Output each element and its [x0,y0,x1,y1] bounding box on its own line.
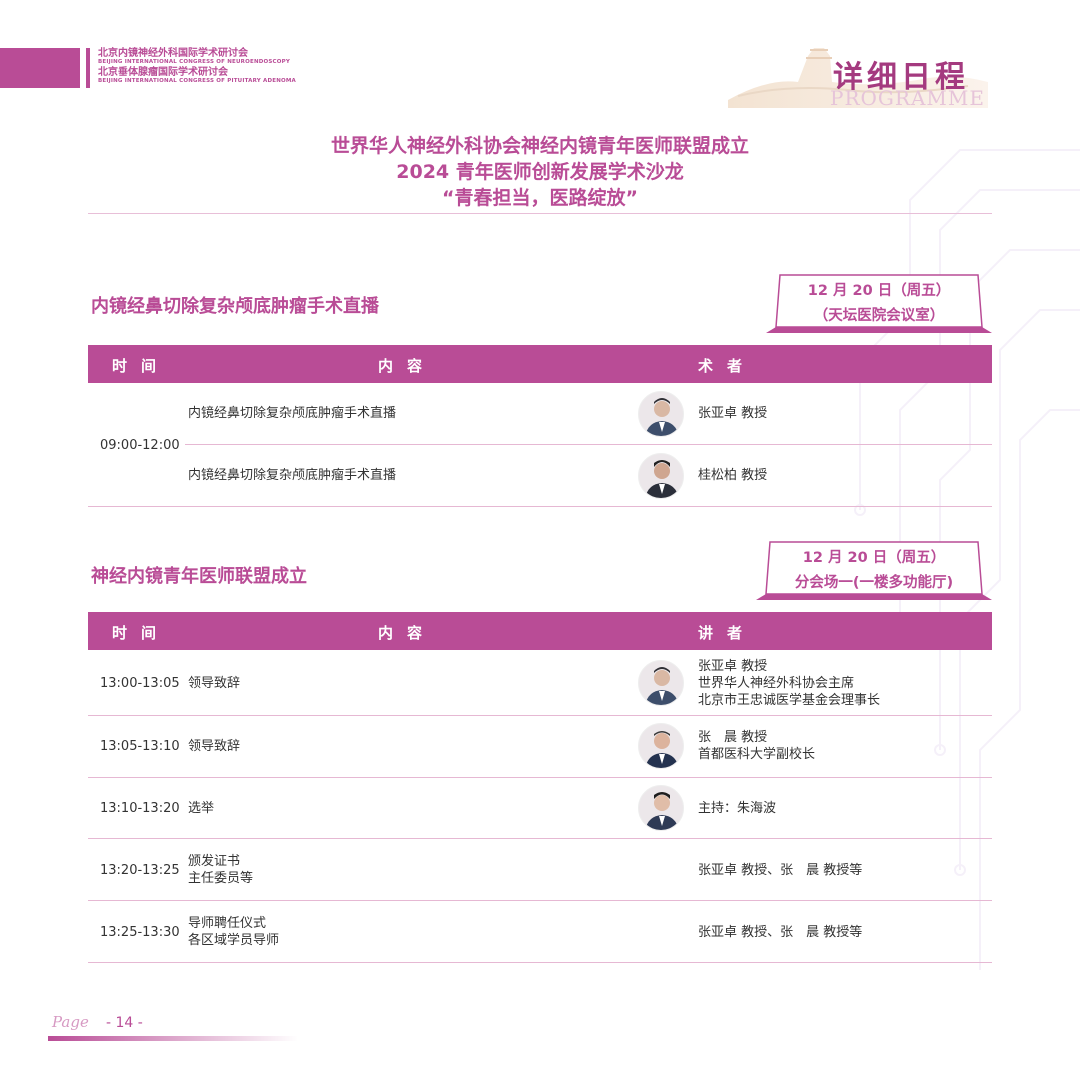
session1-time: 09:00-12:00 [100,438,180,453]
speaker-line: 北京市王忠诚医学基金会理事长 [698,693,881,708]
session2-row2-speaker: 张 晨 教授 首都医科大学副校长 [698,729,815,763]
program-title: 详细日程 [833,60,969,95]
speaker-line: 世界华人神经外科协会主席 [698,676,855,691]
session2-row5-speaker: 张亚卓 教授、张 晨 教授等 [698,925,863,940]
col-time-header: 时间 [112,624,171,642]
session1-table-header: 时间 内容 术者 [88,345,992,383]
session1-row2-surgeon: 桂松柏 教授 [698,468,768,483]
session1-row1-content: 内镜经鼻切除复杂颅底肿瘤手术直播 [188,406,397,421]
session2-row2-content: 领导致辞 [188,739,241,754]
session1-date-badge: 12 月 20 日（周五） （天坛医院会议室） [766,273,992,335]
speaker-line: 首都医科大学副校长 [698,747,816,762]
row-divider [88,506,992,507]
session1-venue: （天坛医院会议室） [813,308,945,324]
footer-accent-bar [48,1036,298,1041]
row-divider [88,900,992,901]
congress1-en: BEIJING INTERNATIONAL CONGRESS OF NEUROE… [98,59,291,65]
session2-table-header: 时间 内容 讲者 [88,612,992,650]
congress2-en: BEIJING INTERNATIONAL CONGRESS OF PITUIT… [98,77,297,84]
session2-row5-content: 导师聘任仪式 各区域学员导师 [188,915,279,949]
header-divider [86,48,90,88]
row-divider [88,962,992,963]
congress2-cn: 北京垂体腺瘤国际学术研讨会 [98,66,228,78]
content-line: 颁发证书 [188,854,241,869]
session2-row3-content: 选举 [188,801,215,816]
congress-names: 北京内镜神经外科国际学术研讨会 BEIJING INTERNATIONAL CO… [98,49,296,86]
col-content-header: 内容 [378,624,437,642]
row-divider [185,444,992,445]
session2-title: 神经内镜青年医师联盟成立 [91,566,307,587]
page-title-line1: 世界华人神经外科协会神经内镜青年医师联盟成立 [330,135,749,157]
col-surgeon-header: 术者 [698,357,757,375]
page-number: - 14 - [106,1015,143,1031]
col-speaker-header: 讲者 [698,624,757,642]
session2-venue: 分会场一(一楼多功能厅) [794,575,954,591]
avatar-gui-songbai [638,453,684,499]
session2-row4-speaker: 张亚卓 教授、张 晨 教授等 [698,863,863,878]
session1-row2-content: 内镜经鼻切除复杂颅底肿瘤手术直播 [188,468,397,483]
congress1-cn: 北京内镜神经外科国际学术研讨会 [98,48,248,59]
session2-row1-content: 领导致辞 [188,676,241,691]
page-label: Page [52,1013,89,1031]
content-line: 各区域学员导师 [188,933,280,948]
col-time-header: 时间 [112,357,171,375]
speaker-line: 张亚卓 教授 [698,659,768,674]
session1-title: 内镜经鼻切除复杂颅底肿瘤手术直播 [91,296,379,317]
page-title-line3: “青春担当，医路绽放” [442,187,638,209]
session2-row2-time: 13:05-13:10 [100,739,180,754]
session1-row1-surgeon: 张亚卓 教授 [698,406,768,421]
session2-row5-time: 13:25-13:30 [100,925,180,940]
session2-row3-speaker: 主持：朱海波 [698,801,777,816]
session1-date: 12 月 20 日（周五） [807,283,951,299]
speaker-line: 张 晨 教授 [698,730,768,745]
avatar-zhu-haibo [638,785,684,831]
program-en-watermark: PROGRAMME [830,86,985,110]
session2-row1-speaker: 张亚卓 教授 世界华人神经外科协会主席 北京市王忠诚医学基金会理事长 [698,658,880,709]
session2-row1-time: 13:00-13:05 [100,676,180,691]
row-divider [88,777,992,778]
col-content-header: 内容 [378,357,437,375]
row-divider [88,838,992,839]
session2-date-badge: 12 月 20 日（周五） 分会场一(一楼多功能厅) [756,540,992,602]
session2-row4-time: 13:20-13:25 [100,863,180,878]
great-wall-illustration [728,48,988,108]
session2-date: 12 月 20 日（周五） [802,550,946,566]
session2-row3-time: 13:10-13:20 [100,801,180,816]
title-divider [88,213,992,214]
row-divider [88,715,992,716]
avatar-zhang-chen [638,723,684,769]
page-title-line2: 2024 青年医师创新发展学术沙龙 [396,161,684,183]
avatar-zhang-yazhuo [638,660,684,706]
avatar-zhang-yazhuo [638,391,684,437]
content-line: 主任委员等 [188,871,254,886]
session2-row4-content: 颁发证书 主任委员等 [188,853,253,887]
header-accent-bar [0,48,80,88]
content-line: 导师聘任仪式 [188,916,267,931]
